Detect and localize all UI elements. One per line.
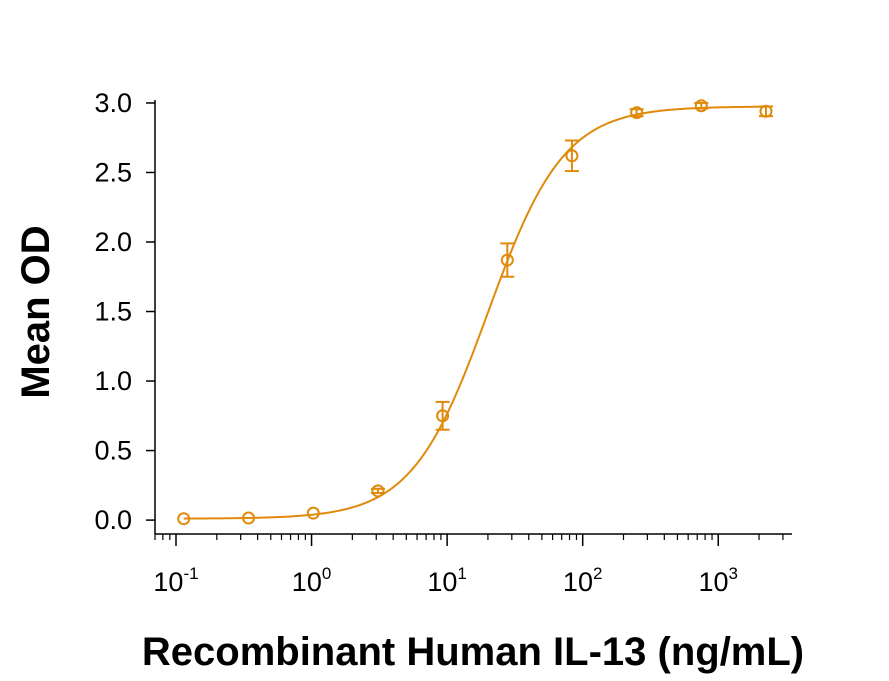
x-tick-exponent: -1	[183, 564, 198, 583]
data-point	[630, 106, 644, 120]
x-tick-base: 10	[153, 567, 183, 597]
x-tick-label: 102	[563, 564, 603, 597]
x-tick-exponent: 1	[457, 564, 466, 583]
y-tick-label: 0.0	[94, 505, 132, 535]
fit-curve	[183, 105, 766, 520]
x-tick-label: 100	[292, 564, 332, 597]
y-tick-label: 0.5	[94, 436, 132, 466]
data-point	[242, 511, 256, 525]
data-point	[306, 506, 320, 520]
x-tick-exponent: 3	[729, 564, 738, 583]
data-point	[759, 104, 773, 118]
y-tick-label: 2.5	[94, 157, 132, 187]
data-points-layer	[177, 99, 773, 526]
y-tick-label: 2.0	[94, 227, 132, 257]
x-tick-base: 10	[292, 567, 322, 597]
y-tick-label: 3.0	[94, 88, 132, 118]
x-tick-exponent: 2	[593, 564, 602, 583]
tick-labels-layer: 0.00.51.01.52.02.53.010-1 100 101 102 103	[94, 88, 738, 597]
y-tick-label: 1.0	[94, 366, 132, 396]
data-point	[371, 484, 385, 498]
data-point	[177, 512, 191, 526]
x-tick-label: 10-1	[153, 564, 198, 597]
x-axis-title: Recombinant Human IL-13 (ng/mL)	[142, 630, 804, 674]
x-tick-label: 103	[698, 564, 738, 597]
data-point	[694, 99, 708, 113]
x-tick-base: 10	[563, 567, 593, 597]
x-tick-exponent: 0	[322, 564, 331, 583]
data-point	[500, 253, 514, 267]
data-point	[565, 149, 579, 163]
axes	[146, 100, 792, 546]
x-tick-label: 101	[427, 564, 467, 597]
x-tick-base: 10	[698, 567, 728, 597]
y-tick-label: 1.5	[94, 297, 132, 327]
x-tick-base: 10	[427, 567, 457, 597]
fit-curve-layer	[183, 105, 766, 520]
y-axis-title: Mean OD	[14, 225, 58, 398]
data-point	[436, 409, 450, 423]
